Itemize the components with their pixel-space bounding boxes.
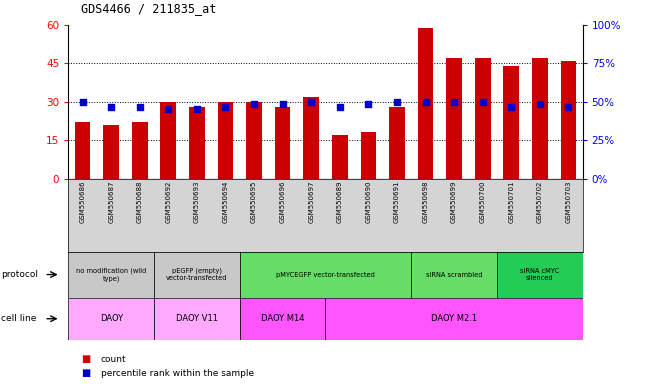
Bar — [189, 107, 205, 179]
Point — [506, 104, 516, 110]
Bar — [68, 252, 154, 298]
Point — [335, 104, 345, 110]
Text: GSM550692: GSM550692 — [165, 181, 171, 223]
Bar — [475, 58, 490, 179]
Text: ■: ■ — [81, 354, 90, 364]
Text: protocol: protocol — [1, 270, 38, 279]
Point — [191, 106, 202, 113]
Bar — [389, 107, 405, 179]
Bar — [497, 252, 583, 298]
Text: DAOY V11: DAOY V11 — [176, 314, 218, 323]
Text: DAOY: DAOY — [100, 314, 123, 323]
Point — [477, 99, 488, 105]
Bar — [303, 97, 319, 179]
Point — [363, 101, 374, 108]
Bar — [154, 298, 240, 340]
Text: GSM550703: GSM550703 — [565, 181, 572, 223]
Text: GSM550693: GSM550693 — [194, 181, 200, 223]
Text: siRNA cMYC
silenced: siRNA cMYC silenced — [520, 268, 559, 281]
Bar — [418, 28, 434, 179]
Bar — [217, 102, 233, 179]
Text: GSM550696: GSM550696 — [280, 181, 286, 223]
Text: GSM550699: GSM550699 — [451, 181, 457, 223]
Bar — [240, 298, 326, 340]
Text: cell line: cell line — [1, 314, 36, 323]
Text: GSM550697: GSM550697 — [308, 181, 314, 223]
Text: DAOY M2.1: DAOY M2.1 — [431, 314, 477, 323]
Bar — [361, 132, 376, 179]
Text: GSM550686: GSM550686 — [79, 181, 86, 223]
Text: count: count — [101, 354, 126, 364]
Text: GSM550691: GSM550691 — [394, 181, 400, 223]
Text: GDS4466 / 211835_at: GDS4466 / 211835_at — [81, 2, 217, 15]
Text: GSM550702: GSM550702 — [537, 181, 543, 223]
Point — [163, 106, 174, 113]
Bar — [104, 125, 119, 179]
Bar — [532, 58, 547, 179]
Point — [106, 104, 117, 110]
Point — [306, 99, 316, 105]
Bar — [246, 102, 262, 179]
Point — [421, 99, 431, 105]
Text: GSM550701: GSM550701 — [508, 181, 514, 223]
Bar — [275, 107, 290, 179]
Text: pEGFP (empty)
vector-transfected: pEGFP (empty) vector-transfected — [166, 268, 228, 281]
Point — [449, 99, 459, 105]
Point — [249, 101, 259, 108]
Text: GSM550687: GSM550687 — [108, 181, 114, 223]
Bar — [161, 102, 176, 179]
Text: GSM550698: GSM550698 — [422, 181, 428, 223]
Text: GSM550694: GSM550694 — [223, 181, 229, 223]
Bar — [154, 252, 240, 298]
Point — [135, 104, 145, 110]
Bar — [68, 298, 154, 340]
Text: percentile rank within the sample: percentile rank within the sample — [101, 369, 254, 378]
Text: GSM550700: GSM550700 — [480, 181, 486, 223]
Bar — [411, 252, 497, 298]
Text: no modification (wild
type): no modification (wild type) — [76, 268, 146, 281]
Point — [534, 101, 545, 108]
Text: GSM550688: GSM550688 — [137, 181, 143, 223]
Point — [277, 101, 288, 108]
Point — [563, 104, 574, 110]
Text: siRNA scrambled: siRNA scrambled — [426, 271, 482, 278]
Text: DAOY M14: DAOY M14 — [261, 314, 305, 323]
Bar — [332, 135, 348, 179]
Text: GSM550690: GSM550690 — [365, 181, 371, 223]
Text: pMYCEGFP vector-transfected: pMYCEGFP vector-transfected — [276, 271, 375, 278]
Text: GSM550695: GSM550695 — [251, 181, 257, 223]
Bar — [561, 61, 576, 179]
Bar — [75, 122, 90, 179]
Point — [392, 99, 402, 105]
Bar — [446, 58, 462, 179]
Point — [220, 104, 230, 110]
Point — [77, 99, 88, 105]
Bar — [240, 252, 411, 298]
Bar — [503, 66, 519, 179]
Bar — [326, 298, 583, 340]
Text: ■: ■ — [81, 368, 90, 378]
Text: GSM550689: GSM550689 — [337, 181, 343, 223]
Bar — [132, 122, 148, 179]
